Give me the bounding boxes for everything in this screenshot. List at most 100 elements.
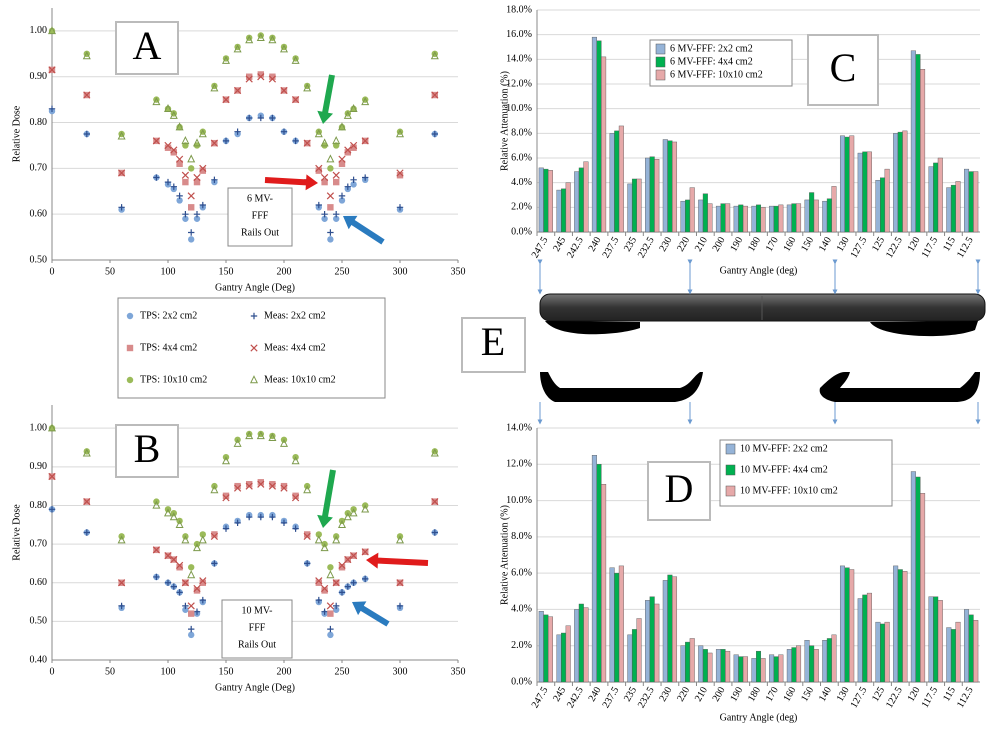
data-point [314,535,323,544]
x-tick-label: 180 [746,685,763,703]
x-axis-label: Gantry Angle (Deg) [215,682,295,693]
x-tick-label: 247.5 [530,685,551,710]
data-point [350,176,357,184]
data-point [326,192,335,200]
bar [760,658,766,683]
bar [574,171,580,233]
data-point [333,215,340,222]
data-point [315,201,322,209]
bar [822,200,828,233]
data-point [315,596,322,604]
data-point [291,96,300,104]
data-point [269,481,276,488]
y-tick-label: 0.90 [30,461,48,472]
bar [720,203,726,233]
x-tick-label: 200 [711,235,728,253]
data-point [257,513,264,521]
data-point [326,570,335,579]
data-point [344,146,352,154]
x-tick-label: 220 [675,235,692,253]
x-tick-label: 50 [105,266,115,277]
data-point [337,122,347,131]
data-point [338,589,346,596]
bar [601,484,607,683]
bar [707,203,713,233]
data-point [291,494,300,502]
data-point [338,564,346,571]
data-point [170,149,177,156]
data-point [245,35,254,44]
bar [672,141,678,233]
bar [689,187,695,233]
bar [791,647,797,683]
bar [645,157,651,233]
annotation: FFF [252,210,269,221]
bar [715,649,721,683]
x-tick-label: 200 [277,266,292,277]
legend-label: 6 MV-FFF: 2x2 cm2 [670,43,753,54]
data-point [245,431,254,440]
data-point [164,579,172,586]
bar [955,181,961,233]
bar [636,178,642,233]
data-point [187,602,195,610]
data-point [170,146,178,154]
bar [596,464,602,683]
data-point [292,525,299,532]
data-point [245,482,253,490]
x-tick-label: 180 [746,235,763,253]
legend-marker [249,375,259,384]
x-tick-label: 127.5 [849,235,870,260]
legend-box [649,39,793,87]
bar [649,156,655,233]
bar [738,656,744,683]
data-point [396,204,404,211]
data-point [327,236,334,243]
bar [614,572,620,683]
data-point [333,178,340,186]
data-point [221,456,231,465]
arrow [317,469,336,528]
data-point [292,137,299,145]
data-point [332,579,340,587]
bar [804,640,810,683]
data-point [361,97,370,106]
x-tick-label: 247.5 [530,235,551,260]
bar [618,125,624,233]
data-point [315,164,323,172]
data-point [268,75,277,83]
data-point [327,631,334,639]
y-tick-label: 2.0% [511,202,532,213]
bar [920,68,926,233]
bar [649,596,655,683]
data-point [350,181,357,188]
y-tick-label: 4.0% [511,177,532,188]
data-point [268,482,277,490]
legend-label: 10 MV-FFF: 4x4 cm2 [740,464,828,475]
data-point [117,131,126,140]
bar [950,629,956,683]
bar [738,204,744,233]
bar [654,603,660,683]
data-point [361,548,369,556]
y-tick-label: 14.0% [506,422,532,433]
bar [897,569,903,683]
x-tick-label: 240 [587,235,604,253]
couch-diagram [537,259,986,425]
data-point [164,178,172,186]
bar [742,205,748,233]
y-tick-label: 0.50 [30,254,48,265]
y-tick-label: 0.70 [30,538,48,549]
x-tick-label: 300 [393,266,408,277]
bar [689,638,695,683]
data-point [192,138,202,147]
bar [937,600,943,683]
data-point [246,73,253,80]
annotation-box [227,187,293,247]
bar [866,151,872,233]
legend-marker [250,344,258,352]
bar [968,614,974,683]
data-point [280,86,288,95]
y-tick-label: 10.0% [506,495,532,506]
data-point [199,579,206,586]
